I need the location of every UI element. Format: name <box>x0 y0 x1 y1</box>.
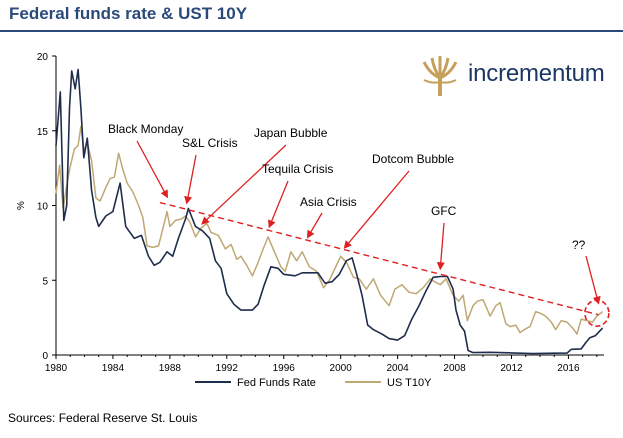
annotation-label: S&L Crisis <box>182 136 238 150</box>
fed-funds-rate-line <box>55 68 604 355</box>
x-tick-label: 1980 <box>45 363 68 374</box>
title-rule <box>0 30 623 32</box>
x-tick-label: 2012 <box>500 363 523 374</box>
y-tick-label: 5 <box>42 276 48 287</box>
annotation-arrow <box>268 180 289 229</box>
x-tick-label: 1996 <box>273 363 296 374</box>
legend-label-fed-funds: Fed Funds Rate <box>237 377 316 389</box>
y-tick-label: 20 <box>37 52 49 63</box>
chart-title: Federal funds rate & UST 10Y <box>9 4 248 23</box>
chart: 0 5 10 15 20% 1980 1984 1988 1992 1996 2000 2004 20… <box>16 52 610 389</box>
x-tick-label: 2000 <box>330 363 353 374</box>
annotation-arrow <box>306 212 323 239</box>
annotation-arrow <box>436 222 445 271</box>
us-t10y-line <box>55 125 604 335</box>
y-tick-label: 0 <box>42 351 48 362</box>
y-tick-label: 15 <box>37 127 49 138</box>
series-layer <box>55 68 604 355</box>
y-axis: 0 5 10 15 20% <box>16 52 57 362</box>
x-tick-label: 1984 <box>102 363 125 374</box>
annotation-arrow <box>201 144 287 225</box>
legend: Fed Funds Rate US T10Y <box>195 377 432 389</box>
x-tick-label: 2004 <box>386 363 409 374</box>
x-tick-label: 1988 <box>159 363 182 374</box>
annotation-label: Tequila Crisis <box>262 162 333 176</box>
x-tick-label: 2016 <box>557 363 580 374</box>
x-tick-label: 1992 <box>216 363 239 374</box>
logo-text: incrementum <box>468 60 605 87</box>
annotation-arrow <box>136 140 168 199</box>
annotation-arrow <box>585 255 601 305</box>
x-axis: 1980 1984 1988 1992 1996 2000 2004 2008 2012 2016 <box>45 354 604 374</box>
y-axis-label: % <box>16 201 27 210</box>
x-tick-label: 2008 <box>443 363 466 374</box>
annotation-label: ?? <box>572 238 586 252</box>
trend-layer <box>159 201 610 327</box>
annotation-label: GFC <box>431 204 457 218</box>
annotation-arrow <box>184 154 197 205</box>
annotation-label: Asia Crisis <box>300 195 357 209</box>
annotation-label: Dotcom Bubble <box>372 152 454 166</box>
tree-logo-icon <box>422 56 458 96</box>
trendline <box>159 201 599 316</box>
highlight-circle <box>584 299 610 327</box>
annotation-arrow <box>343 170 410 249</box>
y-tick-label: 10 <box>37 202 49 213</box>
legend-label-t10y: US T10Y <box>387 377 432 389</box>
annotation-label: Black Monday <box>108 122 183 136</box>
annotation-label: Japan Bubble <box>254 126 328 140</box>
source-note: Sources: Federal Reserve St. Louis <box>8 411 198 425</box>
incrementum-logo: incrementum <box>418 54 608 98</box>
